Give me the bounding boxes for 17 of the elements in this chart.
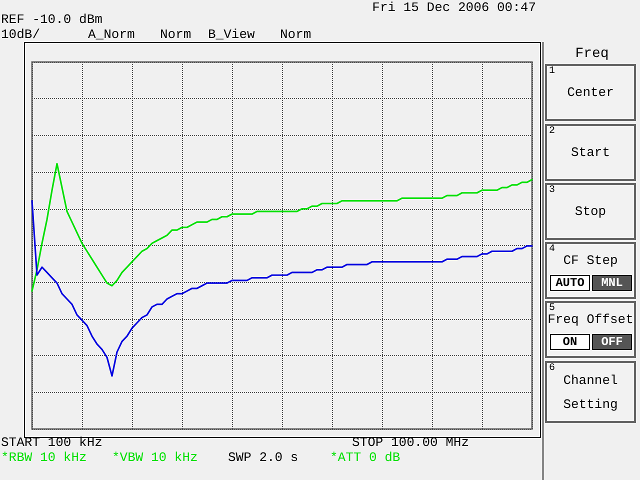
text: *VBW 10 kHz bbox=[112, 450, 198, 465]
text: Norm bbox=[280, 27, 312, 42]
text: B_View bbox=[208, 27, 255, 42]
text: Fri 15 Dec 2006 00:47 bbox=[372, 0, 536, 15]
softkey-button: 3 Stop bbox=[545, 183, 636, 240]
text: SWP 2.0 s bbox=[228, 450, 298, 465]
softkey-button: 4 CF Step AUTO MNL bbox=[545, 242, 636, 299]
text: A_Norm bbox=[88, 27, 135, 42]
text: *ATT 0 dB bbox=[330, 450, 400, 465]
text: Norm bbox=[160, 27, 192, 42]
softkey-button: 6 Channel Setting bbox=[545, 361, 636, 423]
text: REF -10.0 dBm bbox=[1, 12, 102, 27]
text: *RBW 10 kHz bbox=[1, 450, 87, 465]
softkey-button: 1 Center bbox=[545, 64, 636, 121]
softkey-button: 5 Freq Offset ON OFF bbox=[545, 301, 636, 358]
softkey-button: 2 Start bbox=[545, 124, 636, 181]
text: 10dB/ bbox=[1, 27, 40, 42]
